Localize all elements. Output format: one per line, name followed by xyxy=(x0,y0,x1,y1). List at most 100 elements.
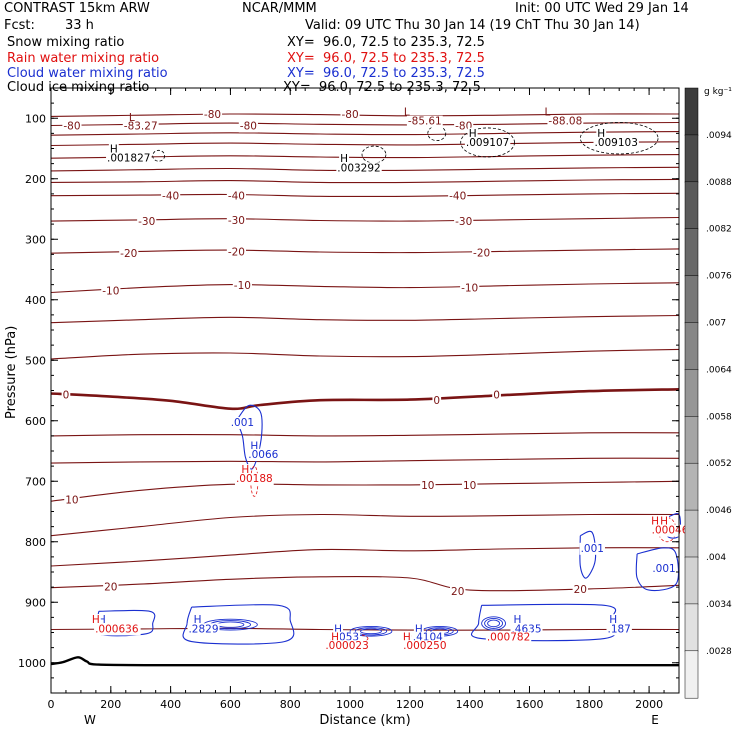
temperature-contour-m20 xyxy=(51,248,679,254)
temperature-contour-minor-3 xyxy=(51,141,679,147)
temperature-contour-label-bg xyxy=(460,282,480,295)
temperature-contour-label-bg xyxy=(432,395,442,408)
colorbar-swatch xyxy=(684,650,699,699)
colorbar-unit: g kg⁻¹ xyxy=(704,87,732,97)
snow-extremum-label-bg xyxy=(596,127,607,140)
rain-water-label: .00046 xyxy=(652,525,689,537)
temperature-contour-label: -10 xyxy=(461,283,478,295)
cloud-water-contour xyxy=(470,603,617,642)
rain-water-label-bg xyxy=(324,640,370,653)
x-tick-label: 200 xyxy=(100,698,121,711)
snow-extremum-label-bg xyxy=(464,136,511,149)
terrain-line xyxy=(51,656,679,667)
temperature-contour-label-bg xyxy=(103,581,119,594)
temperature-contour-label-bg xyxy=(61,389,71,402)
rain-water-label: .000023 xyxy=(325,640,368,652)
cloud-water-inner-contour xyxy=(216,621,245,628)
temperature-contour-minor-17 xyxy=(51,513,679,537)
cloud-water-label: .001 xyxy=(652,563,675,575)
temperature-contour-label-bg xyxy=(472,247,492,260)
cloud-water-label-bg xyxy=(229,416,256,429)
temperature-contour-label: 20 xyxy=(574,584,587,596)
temperature-contour-label-bg xyxy=(450,585,466,598)
cloud-water-label-bg xyxy=(512,614,523,627)
temperature-contour-label: -20 xyxy=(473,248,490,260)
cloud-water-label: H xyxy=(609,614,617,626)
y-tick-label: 300 xyxy=(25,233,46,246)
west-label: W xyxy=(84,713,96,727)
snow-mixing-contour xyxy=(427,125,447,142)
temperature-contour-label: 10 xyxy=(463,480,476,492)
cloud-water-label-bg xyxy=(579,542,605,555)
temperature-contour-label: -20 xyxy=(120,248,137,260)
cloud-water-label: H xyxy=(514,614,522,626)
center-name: NCAR/MMM xyxy=(242,1,317,16)
temperature-contour-0 xyxy=(51,388,679,411)
cloud-water-inner-contour xyxy=(481,616,507,631)
temperature-contour-label-bg xyxy=(238,120,258,133)
colorbar-label: .0082 xyxy=(706,225,732,235)
temperature-contour-label-bg xyxy=(406,115,443,128)
temperature-contour-minor-6 xyxy=(51,178,679,184)
cloud-water-label: .001 xyxy=(581,543,604,555)
cloud-water-label-bg xyxy=(413,623,424,636)
colorbar-swatch xyxy=(684,509,699,558)
y-tick-label: 800 xyxy=(25,536,46,549)
colorbar-swatch xyxy=(684,369,699,418)
colorbar-swatch xyxy=(684,228,699,277)
temperature-contour-label: -30 xyxy=(228,215,245,227)
snow-mixing-contour xyxy=(579,122,659,155)
rain-water-label: H xyxy=(331,632,339,644)
temperature-contour-label: -80 xyxy=(204,109,221,121)
rain-water-label: H xyxy=(403,632,411,644)
x-tick-label: 800 xyxy=(280,698,301,711)
rain-water-label: .000636 xyxy=(95,623,139,635)
cloud-water-contour xyxy=(635,547,680,592)
rain-water-label-bg xyxy=(650,524,690,537)
rain-water-label-bg xyxy=(234,473,274,486)
temperature-contour-label-bg xyxy=(547,115,584,128)
temperature-contour-minor-12 xyxy=(51,348,679,360)
temperature-contour-label: 0 xyxy=(493,390,500,402)
cloud-water-label: H xyxy=(250,441,258,453)
temperature-contour-label: -30 xyxy=(138,216,155,228)
rain-water-label: .000250 xyxy=(403,640,446,652)
temperature-contour-label: -10 xyxy=(102,286,119,298)
cloud-water-contour xyxy=(182,604,295,645)
cloud-water-label: H xyxy=(98,614,106,626)
rain-water-label-bg xyxy=(402,640,448,653)
rain-water-label-bg xyxy=(650,515,661,528)
cloud-water-inner-contour xyxy=(349,625,393,637)
cloud-water-label-bg xyxy=(192,614,203,627)
temperature-contour-label: -88.08 xyxy=(548,116,582,128)
colorbar-swatch xyxy=(684,462,699,511)
east-label: E xyxy=(651,713,659,727)
snow-extremum-label: .009107 xyxy=(466,137,509,149)
cloud-water-inner-contour xyxy=(487,619,501,628)
x-tick-label: 1800 xyxy=(575,698,603,711)
fcst-value: 33 h xyxy=(65,18,94,33)
snow-extremum-label: H xyxy=(469,128,477,140)
temperature-contour-m10 xyxy=(51,282,679,294)
temperature-contour-label: -20 xyxy=(228,246,245,258)
colorbar-label: .007 xyxy=(706,318,726,328)
temperature-contour-label: 10 xyxy=(65,494,78,506)
temperature-contour-label-bg xyxy=(226,246,246,259)
cloud-water-label-bg xyxy=(606,623,632,636)
cloud-water-label: .001 xyxy=(231,417,254,429)
temperature-contour-label-bg xyxy=(461,479,478,492)
rain-water-label: H xyxy=(92,614,100,626)
temperature-contour-label-bg xyxy=(340,109,360,122)
colorbar-label: .0058 xyxy=(706,412,732,422)
y-tick-label: 1000 xyxy=(18,657,46,670)
rain-water-label-bg xyxy=(330,631,341,644)
temperature-contour-label: -40 xyxy=(449,191,466,203)
temperature-contour-label: 10 xyxy=(421,480,434,492)
model-name: CONTRAST 15km ARW xyxy=(4,1,150,16)
temperature-contour-m80 xyxy=(51,113,679,117)
y-tick-label: 700 xyxy=(25,475,46,488)
temperature-contour-label: -80 xyxy=(63,121,80,133)
temperature-contour-label-bg xyxy=(101,285,121,298)
temperature-contour-label: -80 xyxy=(341,109,358,121)
temperature-contour-label-bg xyxy=(202,109,223,122)
